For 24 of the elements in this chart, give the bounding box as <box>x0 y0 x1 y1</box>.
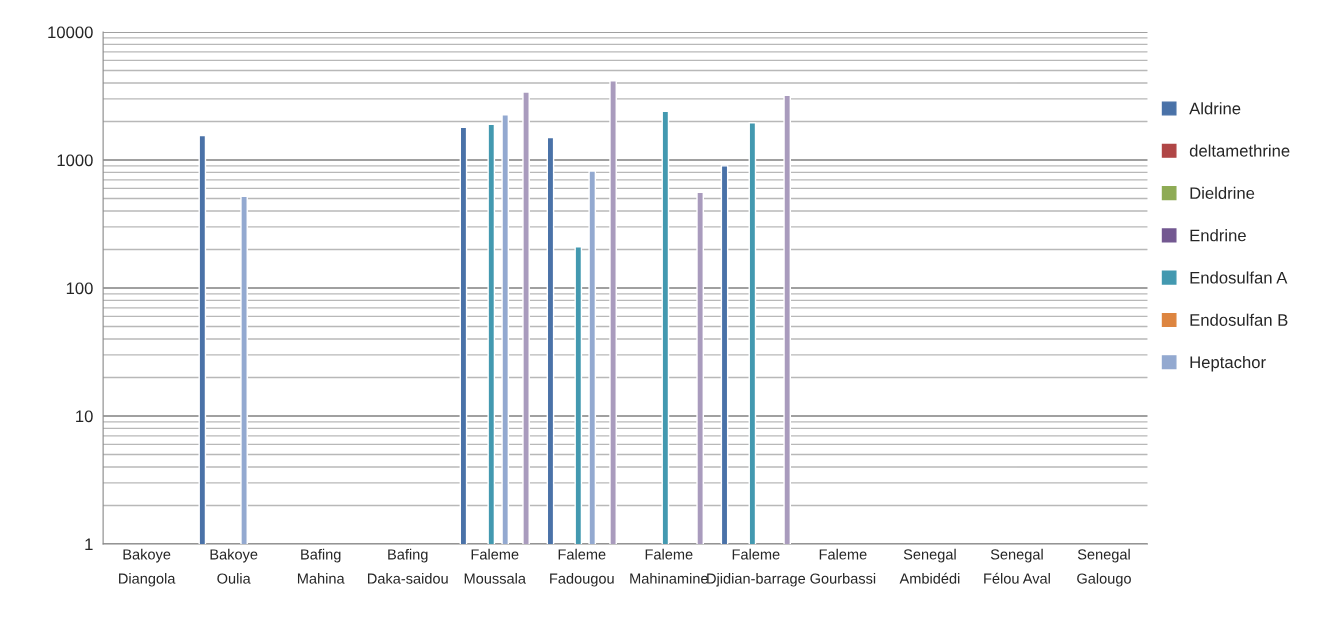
legend-label: Endosulfan B <box>1190 313 1288 326</box>
legend-label: Heptachor <box>1190 355 1266 372</box>
y-tick-label: 10000 <box>48 26 93 39</box>
legend-label: Endrine <box>1190 229 1246 242</box>
x-tick-label: Senegal Félou Aval <box>984 548 1050 584</box>
x-tick-label: Bakoye Oulia <box>210 548 258 584</box>
legend-label: deltamethrine <box>1189 144 1290 157</box>
y-tick-label: 1 <box>85 538 93 551</box>
legend-label: Aldrine <box>1189 102 1241 115</box>
x-tick-label: Senegal Galougo <box>1077 548 1131 587</box>
legend-label: Dieldrine <box>1190 186 1255 200</box>
x-tick-label: Bafing Mahina <box>297 548 345 584</box>
x-tick-label: Faleme Mahinamine <box>630 548 708 584</box>
x-tick-label: Senegal Ambidédi <box>899 548 960 584</box>
x-tick-label: Bafing Daka-saidou <box>367 548 448 584</box>
legend-label: Endosulfan A <box>1190 271 1288 284</box>
x-tick-label: Faleme Gourbassi <box>810 548 876 584</box>
y-tick-label: 10 <box>76 410 93 423</box>
x-tick-label: Faleme Fadougou <box>550 548 614 587</box>
x-tick-label: Faleme Djidian-barrage <box>707 548 806 587</box>
y-tick-label: 100 <box>66 282 93 295</box>
x-tick-label: Bakoye Diangola <box>119 548 176 587</box>
x-tick-label: Faleme Moussala <box>464 548 526 584</box>
y-tick-label: 1000 <box>57 154 93 167</box>
